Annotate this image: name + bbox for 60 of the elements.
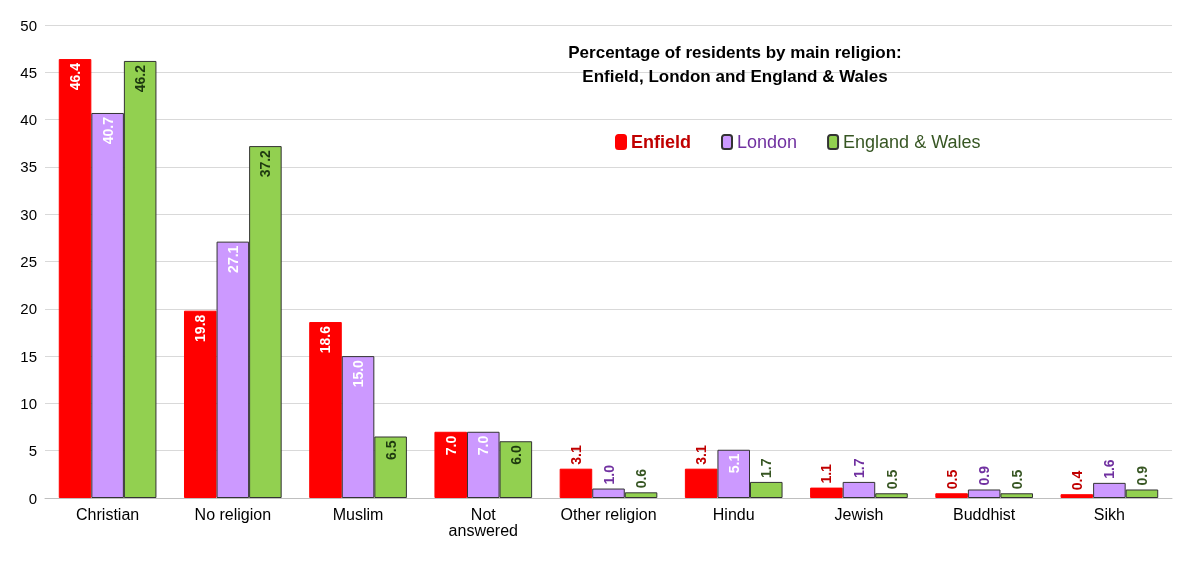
data-label: 3.1: [693, 445, 710, 465]
bar: [1060, 494, 1094, 498]
bar: [935, 493, 968, 498]
y-tick-label: 20: [20, 300, 37, 318]
y-tick-label: 10: [20, 394, 37, 412]
data-label: 7.0: [475, 435, 492, 456]
legend-label: London: [737, 132, 798, 152]
y-tick-label: 5: [28, 442, 37, 460]
x-tick-label: No religion: [194, 505, 272, 523]
y-tick-label: 35: [20, 158, 37, 176]
x-tick-label: Sikh: [1093, 505, 1125, 523]
data-label: 0.9: [976, 465, 993, 486]
x-tick-label: Muslim: [332, 505, 384, 523]
data-label: 1.6: [1101, 459, 1118, 479]
y-tick-label: 25: [20, 253, 37, 270]
bar: [810, 487, 843, 498]
data-label: 5.1: [725, 453, 742, 474]
legend-label: England & Wales: [843, 132, 981, 152]
bar: [184, 310, 217, 498]
data-label: 19.8: [192, 314, 209, 342]
data-label: 46.4: [67, 62, 84, 91]
legend-label: Enfield: [631, 132, 692, 152]
bar: [58, 59, 92, 498]
x-tick-label: Buddhist: [953, 505, 1016, 523]
data-label: 0.5: [883, 469, 900, 490]
data-label: 0.5: [943, 469, 960, 490]
y-tick-label: 30: [20, 205, 37, 223]
data-label: 6.0: [507, 445, 524, 465]
x-tick-label: Hindu: [712, 505, 755, 523]
bar: [684, 468, 718, 498]
data-label: 0.6: [633, 468, 650, 489]
data-label: 0.4: [1068, 470, 1085, 491]
y-tick-label: 50: [20, 16, 37, 34]
bar: [559, 468, 593, 498]
x-tick-label: Jewish: [834, 505, 884, 523]
data-label: 15.0: [350, 359, 367, 388]
data-label: 3.1: [567, 445, 584, 465]
y-tick-label: 40: [20, 111, 37, 129]
data-label: 27.1: [224, 245, 241, 273]
x-tick-label: Not answered: [448, 505, 518, 539]
data-label: 6.5: [382, 440, 399, 460]
data-label: 37.2: [257, 149, 274, 178]
data-label: 1.7: [758, 458, 775, 478]
bar: [309, 322, 342, 498]
x-tick-label: Christian: [76, 505, 140, 523]
y-tick-label: 0: [28, 489, 37, 507]
data-label: 1.1: [818, 463, 835, 484]
bar: [434, 431, 467, 498]
y-tick-label: 15: [20, 347, 37, 365]
x-tick-label: Other religion: [560, 505, 657, 523]
data-label: 46.2: [132, 64, 149, 93]
data-label: 1.7: [850, 458, 867, 478]
y-tick-label: 45: [20, 63, 37, 81]
text: Percentage of residents by main religion: Enfield, London and England & Wales: [568, 42, 902, 86]
data-label: 18.6: [317, 325, 334, 354]
data-label: 7.0: [442, 435, 459, 456]
data-label: 40.7: [99, 116, 116, 145]
data-label: 0.9: [1133, 465, 1150, 486]
data-label: 1.0: [600, 464, 617, 485]
data-label: 0.5: [1008, 469, 1025, 490]
